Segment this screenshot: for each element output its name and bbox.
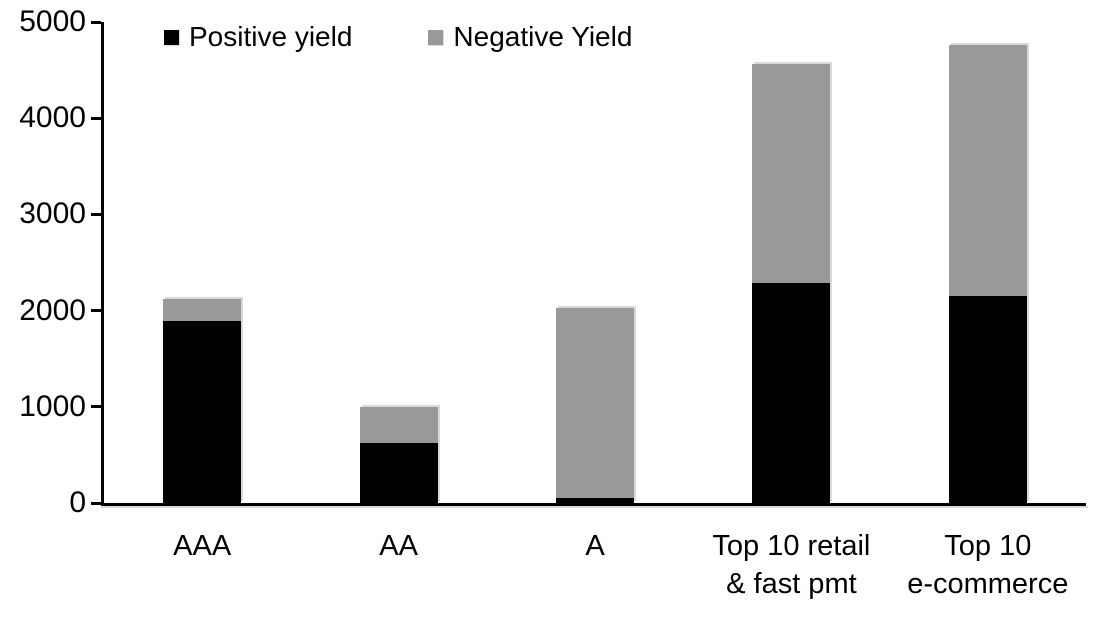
- bar-a: [556, 307, 634, 503]
- bar-aa: [359, 406, 438, 503]
- x-category-label-line: Top 10 retail: [712, 530, 871, 562]
- x-category-label-a: A: [437, 527, 753, 565]
- y-axis-tick-labels: 0 1000 2000 3000 4000 5000: [0, 0, 86, 618]
- y-tick-mark-1000: [91, 405, 101, 409]
- bar-aa-negative-yield-segment: [359, 406, 438, 444]
- legend-item-positive-yield: Positive yield: [164, 18, 352, 56]
- legend-label-negative-yield: Negative Yield: [453, 21, 633, 52]
- y-tick-mark-0: [91, 501, 101, 505]
- bar-a-positive-yield-segment: [556, 498, 634, 503]
- x-category-label-line: AA: [379, 530, 418, 562]
- y-tick-mark-3000: [91, 212, 101, 216]
- y-tick-mark-5000: [91, 20, 101, 24]
- x-category-label-line: A: [585, 530, 605, 562]
- y-tick-mark-2000: [91, 309, 101, 313]
- bar-top-10-e-commerce-positive-yield-segment: [948, 296, 1027, 503]
- y-tick-label-5000: 5000: [19, 5, 86, 38]
- bar-a-negative-yield-segment: [556, 307, 634, 499]
- y-tick-mark-4000: [91, 116, 101, 120]
- bar-top-10-e-commerce-negative-yield-segment: [948, 45, 1027, 297]
- plot-area: [91, 20, 1088, 508]
- x-category-label-top-10-retail-fast-pmt: Top 10 retail & fast pmt: [633, 527, 949, 603]
- x-category-label-line: Top 10: [944, 530, 1032, 562]
- x-category-label-line: & fast pmt: [726, 568, 857, 600]
- y-tick-label-4000: 4000: [19, 101, 86, 135]
- bar-aaa-negative-yield-segment: [163, 299, 242, 322]
- x-axis-category-labels: AAA AA A Top 10 retail & fast pmt Top 10 e-com…: [104, 527, 1086, 613]
- bar-top-10-e-commerce: [948, 45, 1027, 503]
- x-category-label-top-10-e-commerce: Top 10 e-commerce: [830, 527, 1102, 603]
- bar-top-10-retail-fast-pmt-negative-yield-segment: [752, 64, 831, 283]
- x-category-label-aaa: AAA: [44, 527, 360, 565]
- legend-label-positive-yield: Positive yield: [189, 21, 353, 52]
- x-category-label-line: AAA: [173, 530, 232, 562]
- bar-aaa: [163, 299, 242, 503]
- bar-aa-positive-yield-segment: [359, 443, 438, 503]
- bar-top-10-retail-fast-pmt: [752, 64, 831, 503]
- y-tick-label-1000: 1000: [19, 389, 86, 423]
- y-tick-label-3000: 3000: [19, 197, 86, 231]
- bar-top-10-retail-fast-pmt-positive-yield-segment: [752, 282, 831, 503]
- y-tick-label-2000: 2000: [19, 293, 86, 327]
- legend-swatch-negative-yield: [428, 29, 444, 45]
- chart-legend: Positive yield Negative Yield: [164, 18, 632, 56]
- legend-swatch-positive-yield: [164, 29, 179, 45]
- x-category-label-aa: AA: [240, 527, 556, 565]
- bar-aaa-positive-yield-segment: [163, 321, 242, 503]
- x-category-label-line: e-commerce: [907, 568, 1069, 600]
- legend-item-negative-yield: Negative Yield: [428, 18, 632, 56]
- y-tick-label-0: 0: [69, 486, 86, 519]
